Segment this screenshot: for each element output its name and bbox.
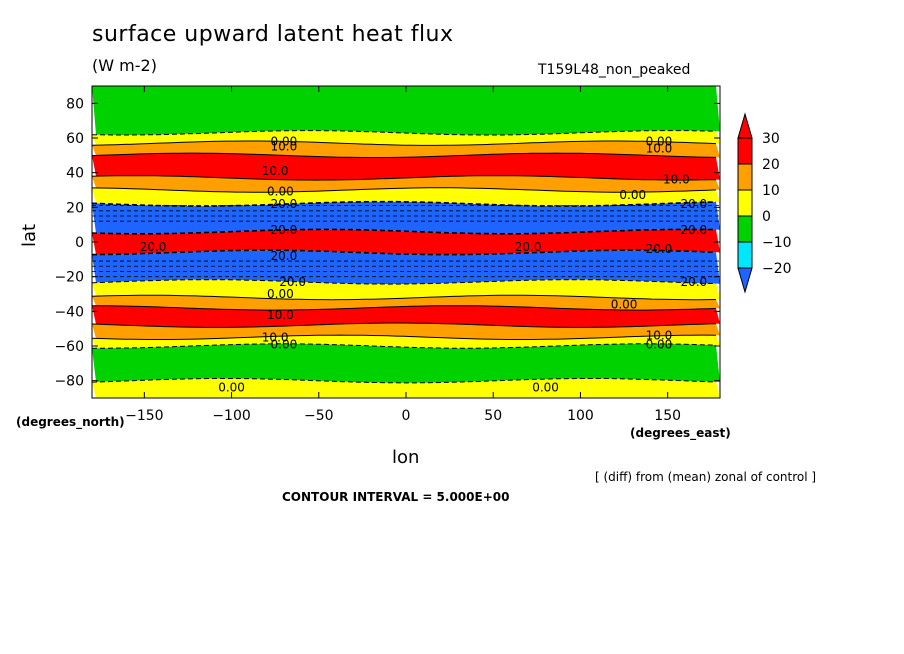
x-unit-label: (degrees_east)	[630, 426, 731, 440]
contour-line-2	[92, 140, 717, 146]
run-label: T159L48_non_peaked	[538, 62, 691, 78]
contour-label: 20.0	[680, 223, 707, 237]
x-tick-label: 100	[567, 408, 594, 424]
y-unit-label: (degrees_north)	[16, 415, 125, 429]
x-tick-label: 150	[654, 408, 681, 424]
contour-label: 10.0	[271, 140, 298, 154]
band-9	[92, 279, 720, 300]
colorbar-label: 0	[762, 209, 771, 225]
contour-line-9	[92, 279, 717, 285]
colorbar-segment	[737, 189, 753, 217]
chart-units: (W m-2)	[92, 56, 157, 75]
y-tick-label: 60	[66, 131, 84, 147]
band-13	[92, 335, 720, 349]
contour-label: 0.00	[271, 134, 298, 148]
band-0	[92, 86, 720, 135]
y-tick-label: 80	[66, 96, 84, 112]
y-tick-label: 20	[66, 200, 84, 216]
y-tick-label: −20	[54, 270, 84, 286]
colorbar-label: 20	[762, 157, 780, 173]
band-11	[92, 305, 720, 328]
y-tick-label: −80	[54, 374, 84, 390]
contour-line-10	[92, 294, 717, 301]
contour-label: 20.0	[271, 197, 298, 211]
band-15	[92, 378, 720, 398]
diff-note: [ (diff) from (mean) zonal of control ]	[595, 470, 817, 484]
contour-line-15	[92, 378, 717, 384]
contour-line-13	[92, 334, 717, 340]
contour-label: 10.0	[646, 141, 673, 155]
contour-label: 0.00	[271, 337, 298, 351]
x-tick-label: 0	[402, 408, 411, 424]
y-tick-label: 40	[66, 166, 84, 182]
contour-label: 10.0	[262, 330, 289, 344]
colorbar-label: 10	[762, 183, 780, 199]
band-7	[92, 229, 720, 255]
band-3	[92, 153, 720, 181]
colorbar-label: −10	[762, 235, 792, 251]
band-14	[92, 343, 720, 383]
contour-label: 10.0	[262, 164, 289, 178]
colorbar-over-arrow	[737, 112, 753, 139]
contour-line-4	[92, 175, 717, 181]
colorbar-label: 30	[762, 131, 780, 147]
contour-line-layer	[92, 130, 720, 384]
band-4	[92, 175, 720, 193]
colorbar-label: −20	[762, 261, 792, 277]
band-6	[92, 201, 720, 234]
contour-label: 10.0	[267, 308, 294, 322]
x-tick-label: −50	[304, 408, 334, 424]
band-8	[92, 250, 720, 285]
x-axis: −150 −100 −50 0 50 100 150	[125, 86, 681, 424]
contour-label: 20.0	[680, 197, 707, 211]
contour-line-14	[92, 343, 717, 349]
colorbar-segment	[737, 241, 753, 269]
contour-label: 0.00	[267, 287, 294, 301]
contour-label: 10.0	[663, 173, 690, 187]
y-tick-label: −60	[54, 339, 84, 355]
colorbar-under-arrow	[737, 267, 753, 294]
contour-label: 0.00	[218, 381, 245, 395]
colorbar-segment	[737, 215, 753, 243]
y-axis: 80 60 40 20 0 −20 −40 −60 −80	[54, 96, 720, 390]
contour-label: 20.0	[271, 249, 298, 263]
contour-line-5	[92, 187, 717, 193]
contour-line-7	[92, 228, 717, 235]
x-axis-label: lon	[392, 447, 420, 468]
contour-label: 10.0	[646, 329, 673, 343]
band-10	[92, 295, 720, 311]
chart-title: surface upward latent heat flux	[92, 22, 454, 47]
contour-label: 0.00	[619, 188, 646, 202]
contour-label: 20.0	[680, 275, 707, 289]
x-tick-label: −150	[125, 408, 163, 424]
contour-label: 20.0	[515, 240, 542, 254]
contour-line-12	[92, 322, 717, 328]
contour-line-8	[92, 249, 717, 256]
colorbar-segment	[737, 163, 753, 191]
contour-label: 0.00	[611, 297, 638, 311]
colorbar-segment	[737, 137, 753, 165]
contour-label: 20.0	[279, 275, 306, 289]
contour-label: 0.00	[646, 134, 673, 148]
contour-label: 20.0	[646, 242, 673, 256]
contour-line-3	[92, 152, 717, 158]
y-tick-label: −40	[54, 304, 84, 320]
contour-label: 20.0	[140, 240, 167, 254]
x-tick-label: 50	[484, 408, 502, 424]
colorbar: 30 20 10 0 −10 −20	[737, 112, 792, 294]
contour-line-1	[92, 130, 717, 136]
contour-label: 0.00	[267, 185, 294, 199]
y-tick-label: 0	[75, 235, 84, 251]
contour-label: 0.00	[646, 337, 673, 351]
contour-label: 0.00	[532, 381, 559, 395]
x-tick-label: −100	[212, 408, 250, 424]
band-2	[92, 141, 720, 158]
contour-line-11	[92, 305, 717, 311]
contour-interval: CONTOUR INTERVAL = 5.000E+00	[282, 490, 510, 504]
contour-label: 20.0	[271, 223, 298, 237]
